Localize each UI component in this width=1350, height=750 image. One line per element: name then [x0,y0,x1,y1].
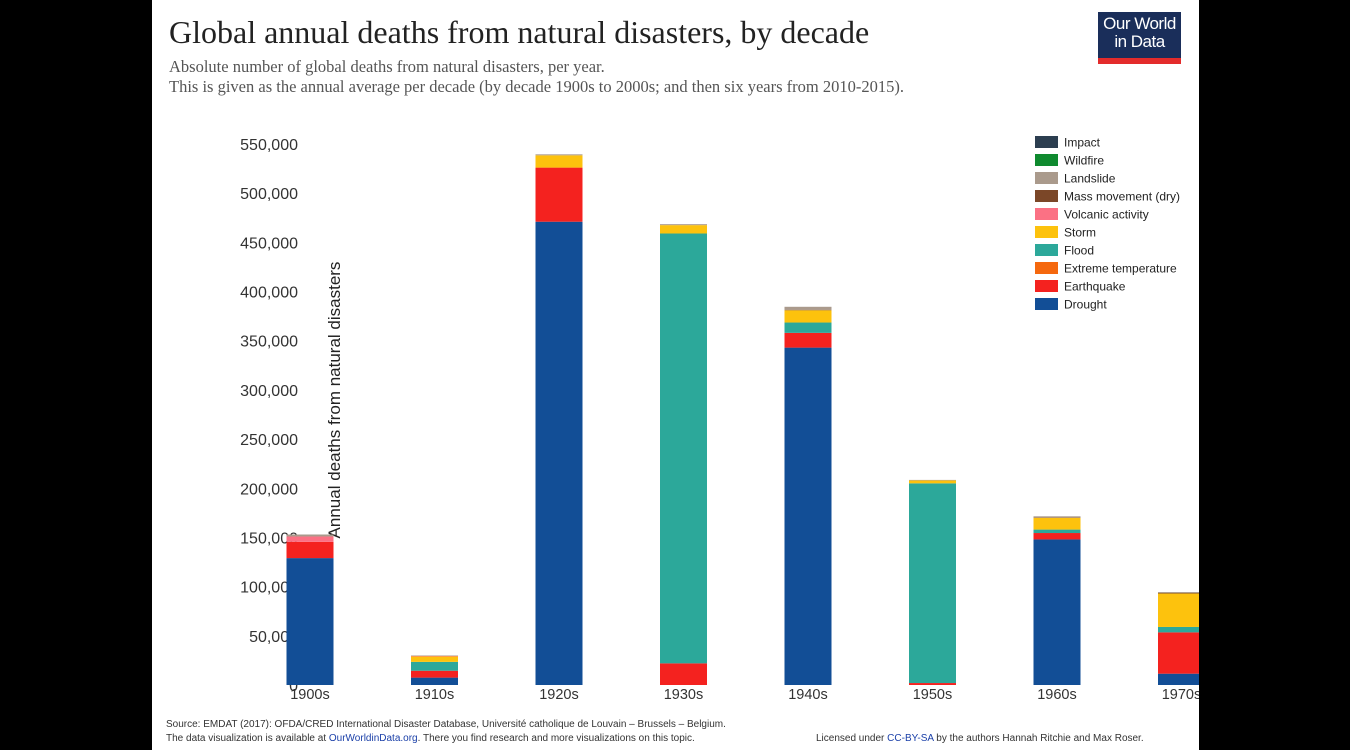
bar-segment-1940s-storm [784,310,832,323]
license-prefix: Licensed under [816,733,888,744]
legend-swatch-impact [1035,136,1058,148]
bar-segment-1910s-landslide [411,655,458,656]
legend-swatch-mass-movement-dry [1035,190,1058,202]
bar-segment-1960s-landslide [1033,516,1081,518]
legend-swatch-extreme-temperature [1035,262,1058,274]
legend-swatch-volcanic-activity [1035,208,1058,220]
y-tick-label: 100,000 [240,580,298,597]
x-tick-label: 1950s [913,687,953,703]
visualization-note: The data visualization is available at O… [166,733,695,744]
chart-subtitle-line-2: This is given as the annual average per … [169,77,904,96]
bar-segment-1910s-storm [411,656,458,662]
bar-segment-1920s-storm [535,155,583,168]
viz-note-suffix: . There you find research and more visua… [417,733,695,744]
bar-segment-1920s-earthquake [535,167,583,222]
bar-segment-1970s-storm [1158,593,1199,627]
bar-segment-1930s-storm [660,225,707,234]
bar-segment-1940s-flood [784,322,832,333]
bar-segment-1910s-volcanic-activity [411,655,458,657]
legend-swatch-landslide [1035,172,1058,184]
x-tick-label: 1940s [788,687,828,703]
bar-segment-1940s-drought [784,347,832,685]
y-tick-label: 150,000 [240,530,298,547]
y-tick-label: 350,000 [240,334,298,351]
y-tick-label: 450,000 [240,235,298,252]
legend-label-landslide: Landslide [1064,172,1116,186]
bar-segment-1950s-earthquake [909,683,956,685]
chart-subtitle-line-1: Absolute number of global deaths from na… [169,57,605,76]
legend-label-mass-movement-dry: Mass movement (dry) [1064,190,1180,204]
bar-segment-1970s-earthquake [1158,632,1199,674]
y-tick-label: 50,000 [249,629,298,646]
bar-segment-1940s-landslide [784,306,832,310]
y-axis-label: Annual deaths from natural disasters [325,262,344,539]
x-tick-label: 1900s [290,687,330,703]
stacked-bar-chart: 0 50,000 100,000 150,000 200,000 250,000 300,0… [240,136,1199,703]
x-tick-label: 1910s [415,687,455,703]
bar-segment-1960s-drought [1033,539,1081,685]
y-tick-label: 0 [289,678,298,695]
bar-segment-1910s-flood [411,661,458,671]
legend-label-storm: Storm [1064,226,1096,240]
owid-link[interactable]: OurWorldinData.org [328,733,418,744]
legend-label-extreme-temperature: Extreme temperature [1064,262,1177,276]
bar-segment-1950s-storm [909,480,956,484]
bar-segment-1900s-drought [286,558,334,685]
legend-label-impact: Impact [1064,136,1101,150]
bar-segment-1960s-mass-movement-dry [1033,517,1081,518]
bar-segment-1970s-mass-movement-dry [1158,593,1199,594]
legend-label-volcanic-activity: Volcanic activity [1064,208,1149,222]
license-note: Licensed under CC-BY-SA by the authors H… [816,733,1144,744]
x-tick-label: 1920s [539,687,579,703]
bar-segment-1970s-flood [1158,626,1199,633]
bar-segment-1900s-earthquake [286,541,334,559]
legend-label-earthquake: Earthquake [1064,280,1126,294]
bar-segment-1930s-flood [660,233,707,664]
bar-segment-1910s-drought [411,677,458,685]
bar-segment-1940s-earthquake [784,332,832,348]
bar-segment-1930s-landslide [660,224,707,226]
y-tick-label: 250,000 [240,432,298,449]
bar-segment-1970s-drought [1158,673,1199,685]
x-tick-label: 1970s [1162,687,1199,703]
y-tick-label: 500,000 [240,186,298,203]
logo-text-line-1: Our World [1103,14,1176,33]
legend-label-wildfire: Wildfire [1064,154,1104,168]
legend-label-drought: Drought [1064,298,1107,312]
bar-segment-1970s-landslide [1158,592,1199,594]
chart-card: Global annual deaths from natural disast… [152,0,1199,750]
bar-segment-1960s-earthquake [1033,533,1081,540]
legend-swatch-wildfire [1035,154,1058,166]
bar-segment-1900s-volcanic-activity [286,536,334,542]
logo-text-line-2: in Data [1114,32,1165,51]
license-suffix: by the authors Hannah Ritchie and Max Ro… [933,733,1144,744]
source-note: Source: EMDAT (2017): OFDA/CRED Internat… [166,719,726,730]
legend-label-flood: Flood [1064,244,1094,258]
license-link[interactable]: CC-BY-SA [887,733,934,744]
bar-segment-1910s-earthquake [411,670,458,678]
bar-segment-1920s-landslide [535,154,583,156]
bar-segment-1900s-landslide [286,534,334,537]
legend-swatch-flood [1035,244,1058,256]
bar-segment-1950s-flood [909,483,956,684]
x-tick-label: 1930s [664,687,704,703]
bar-segment-1930s-earthquake [660,663,707,685]
our-world-in-data-logo[interactable]: Our World in Data [1098,12,1181,64]
bar-segment-1950s-landslide [909,479,956,481]
viz-note-prefix: The data visualization is available at [166,733,329,744]
chart-title: Global annual deaths from natural disast… [169,14,870,50]
bar-segment-1920s-drought [535,221,583,685]
legend-swatch-storm [1035,226,1058,238]
y-tick-label: 400,000 [240,285,298,302]
legend-swatch-drought [1035,298,1058,310]
x-tick-label: 1960s [1037,687,1077,703]
bar-segment-1960s-flood [1033,529,1081,534]
bar-segment-1960s-storm [1033,517,1081,530]
legend-swatch-earthquake [1035,280,1058,292]
bar-segment-1940s-mass-movement-dry [784,309,832,311]
y-tick-label: 200,000 [240,481,298,498]
y-tick-label: 300,000 [240,383,298,400]
y-tick-label: 550,000 [240,137,298,154]
